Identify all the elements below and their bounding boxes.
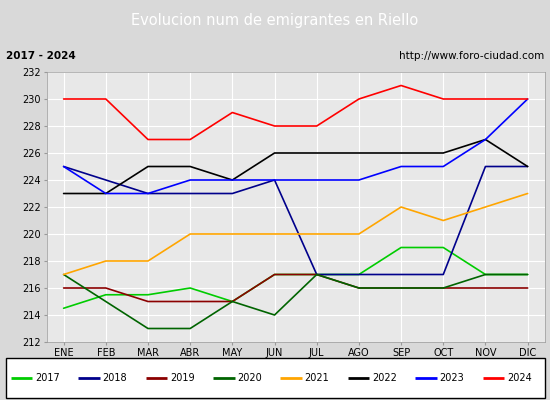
Text: 2020: 2020 [237,373,262,383]
Text: 2018: 2018 [102,373,127,383]
Text: 2022: 2022 [372,373,397,383]
Text: 2017 - 2024: 2017 - 2024 [6,51,75,61]
Text: http://www.foro-ciudad.com: http://www.foro-ciudad.com [399,51,544,61]
Text: Evolucion num de emigrantes en Riello: Evolucion num de emigrantes en Riello [131,14,419,28]
FancyBboxPatch shape [6,358,544,398]
Text: 2024: 2024 [507,373,531,383]
Text: 2017: 2017 [35,373,60,383]
Text: 2019: 2019 [170,373,195,383]
Text: 2021: 2021 [305,373,329,383]
Text: 2023: 2023 [439,373,464,383]
